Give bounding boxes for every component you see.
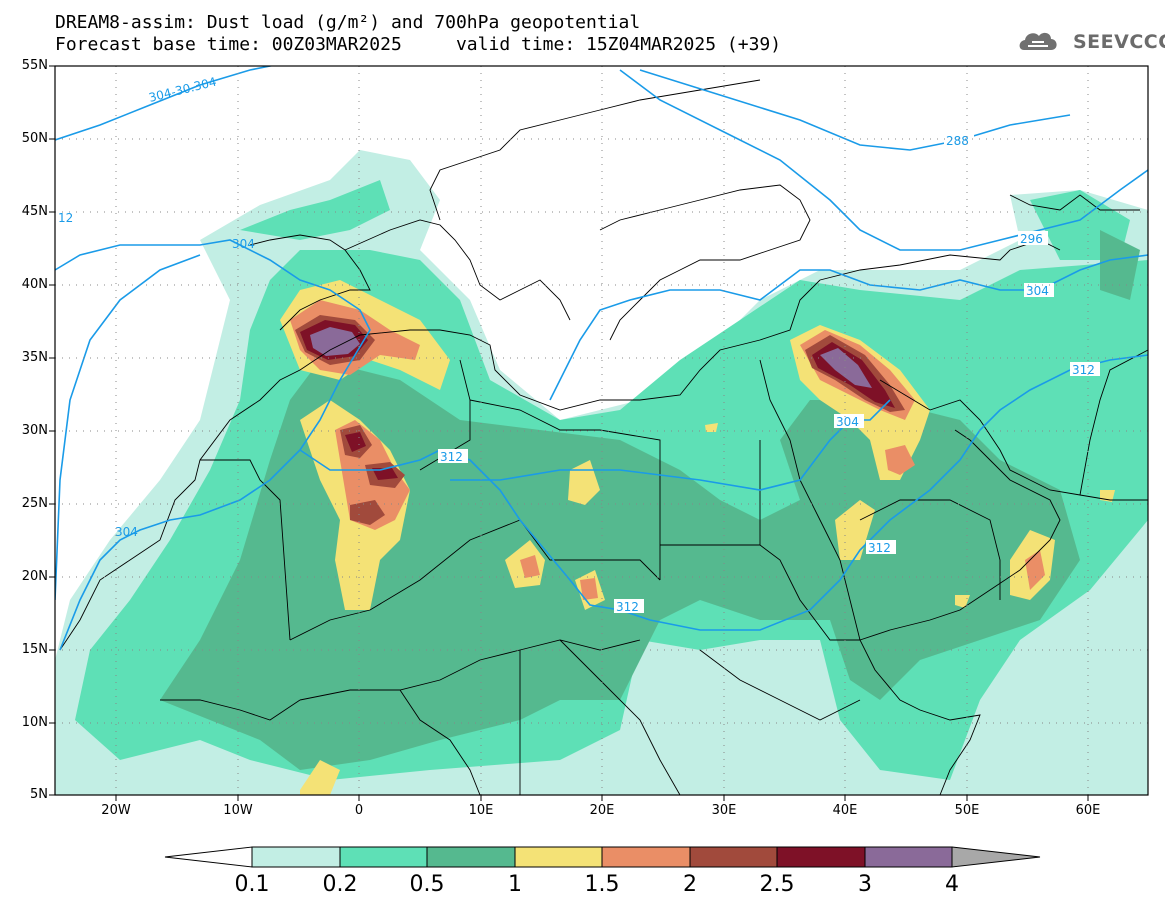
axis-ticks	[49, 65, 1089, 801]
contour-label: 312	[1072, 363, 1095, 377]
contour-label: 304	[115, 525, 138, 539]
contour-label: 12	[58, 211, 73, 225]
contour-label: 288	[946, 134, 969, 148]
colorbar-segment	[601, 846, 691, 868]
colorbar-label: 0.2	[322, 872, 358, 897]
colorbar	[164, 846, 1041, 868]
colorbar-label: 3	[858, 872, 872, 897]
colorbar-segment	[776, 846, 866, 868]
lat-label: 10N	[21, 715, 48, 730]
lat-label: 25N	[21, 496, 48, 511]
lat-label: 45N	[21, 204, 48, 219]
colorbar-label: 4	[945, 872, 959, 897]
colorbar-segment	[251, 846, 341, 868]
lat-label: 5N	[30, 787, 48, 802]
colorbar-segment	[864, 846, 953, 868]
colorbar-label: 1	[508, 872, 522, 897]
colorbar-label: 2.5	[759, 872, 795, 897]
colorbar-segment	[426, 846, 516, 868]
colorbar-segment	[339, 846, 428, 868]
contour-label: 312	[616, 600, 639, 614]
lat-label: 40N	[21, 277, 48, 292]
map-title: DREAM8-assim: Dust load (g/m²) and 700hP…	[55, 12, 641, 33]
colorbar-low-arrow	[164, 846, 253, 868]
colorbar-label: 0.1	[234, 872, 270, 897]
lon-label: 30E	[711, 803, 737, 818]
seevccc-logo: SEEVCCC	[1073, 31, 1165, 53]
contour-label: 304	[836, 415, 859, 429]
lat-label: 30N	[21, 423, 48, 438]
lon-label: 10E	[468, 803, 494, 818]
graticule	[55, 66, 1148, 795]
colorbar-label: 2	[683, 872, 697, 897]
colorbar-label: 0.5	[409, 872, 445, 897]
lon-label: 20E	[589, 803, 615, 818]
lon-label: 10W	[223, 803, 253, 818]
contour-label: 312	[440, 450, 463, 464]
forecast-times: Forecast base time: 00Z03MAR2025 valid t…	[55, 34, 782, 55]
lon-label: 50E	[954, 803, 980, 818]
colorbar-segment	[689, 846, 778, 868]
lon-label: 40E	[832, 803, 858, 818]
contour-label: 304	[232, 237, 255, 251]
coastline-borders	[59, 79, 1148, 795]
lat-label: 50N	[21, 131, 48, 146]
lat-label: 20N	[21, 569, 48, 584]
lat-label: 15N	[21, 642, 48, 657]
lat-label: 55N	[21, 58, 48, 73]
lon-label: 60E	[1075, 803, 1101, 818]
geopotential-contours	[55, 66, 1148, 651]
lon-label: 0	[354, 803, 364, 818]
contour-label: 304	[1026, 284, 1049, 298]
contour-label: 296	[1020, 232, 1043, 246]
lat-label: 35N	[21, 350, 48, 365]
cloud-icon	[1019, 32, 1057, 50]
contour-label: 312	[868, 541, 891, 555]
colorbar-high-arrow	[951, 846, 1041, 868]
colorbar-segment	[514, 846, 603, 868]
colorbar-label: 1.5	[584, 872, 620, 897]
lon-label: 20W	[101, 803, 131, 818]
